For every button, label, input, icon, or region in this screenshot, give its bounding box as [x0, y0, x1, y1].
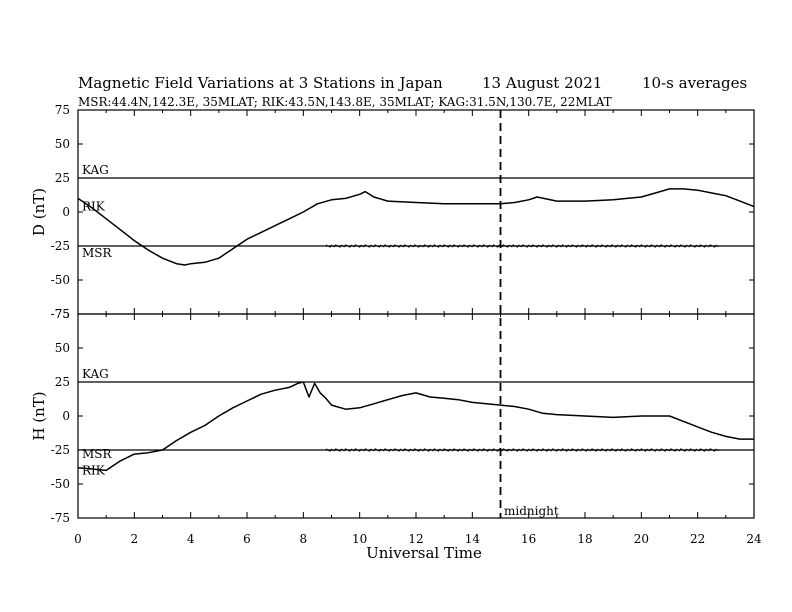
y-tick-label-d: -50 [51, 273, 70, 287]
x-tick-label: 4 [187, 532, 195, 546]
y-tick-label-h: -75 [51, 511, 70, 525]
x-tick-label: 10 [352, 532, 367, 546]
chart-date: 13 August 2021 [482, 74, 602, 92]
y-tick-label-h: 25 [55, 375, 70, 389]
x-tick-label: 14 [465, 532, 481, 546]
chart-averaging: 10-s averages [642, 74, 747, 92]
x-tick-label: 18 [577, 532, 592, 546]
x-tick-label: 24 [746, 532, 762, 546]
y-axis-label-h: H (nT) [30, 391, 48, 440]
y-tick-label-d: 25 [55, 171, 70, 185]
station-label-msr-h: MSR [82, 447, 113, 461]
x-tick-label: 12 [408, 532, 423, 546]
midnight-label: midnight [504, 504, 559, 518]
y-tick-label-d: 75 [55, 103, 70, 117]
x-axis-label: Universal Time [366, 544, 482, 562]
station-label-kag-h: KAG [82, 367, 109, 381]
station-label-msr-d: MSR [82, 246, 113, 260]
y-tick-label-h: -50 [51, 477, 70, 491]
y-tick-label-h: 75 [55, 307, 70, 321]
y-tick-label-h: -25 [51, 443, 70, 457]
y-tick-label-h: 50 [55, 341, 70, 355]
station-label-rik-d: RIK [82, 200, 106, 214]
x-tick-label: 2 [131, 532, 139, 546]
series-line-msr-h [325, 448, 720, 452]
series-line-rik-d [77, 188, 755, 266]
y-tick-label-d: 50 [55, 137, 70, 151]
y-tick-label-h: 0 [62, 409, 70, 423]
x-tick-label: 16 [521, 532, 536, 546]
panel-frame-d [77, 109, 755, 315]
x-tick-label: 8 [300, 532, 308, 546]
series-line-rik-h [77, 381, 754, 472]
station-label-kag-d: KAG [82, 163, 109, 177]
y-tick-label-d: -25 [51, 239, 70, 253]
chart-title: Magnetic Field Variations at 3 Stations … [78, 74, 443, 92]
series-line-msr-d [325, 244, 720, 248]
x-tick-label: 0 [74, 532, 82, 546]
plot-layer: 75 50 25 0 -25 -50 -75 D (nT) KAG RIK MSR 75 50 25 0 -2… [30, 103, 762, 546]
y-tick-label-d: -75 [51, 307, 70, 321]
x-tick-label: 20 [634, 532, 649, 546]
y-axis-label-d: D (nT) [30, 188, 48, 236]
x-tick-label: 22 [690, 532, 705, 546]
stations-line: MSR:44.4N,142.3E, 35MLAT; RIK:43.5N,143.… [78, 95, 612, 109]
station-label-rik-h: RIK [82, 463, 106, 477]
y-tick-label-d: 0 [62, 205, 70, 219]
x-tick-label: 6 [243, 532, 251, 546]
